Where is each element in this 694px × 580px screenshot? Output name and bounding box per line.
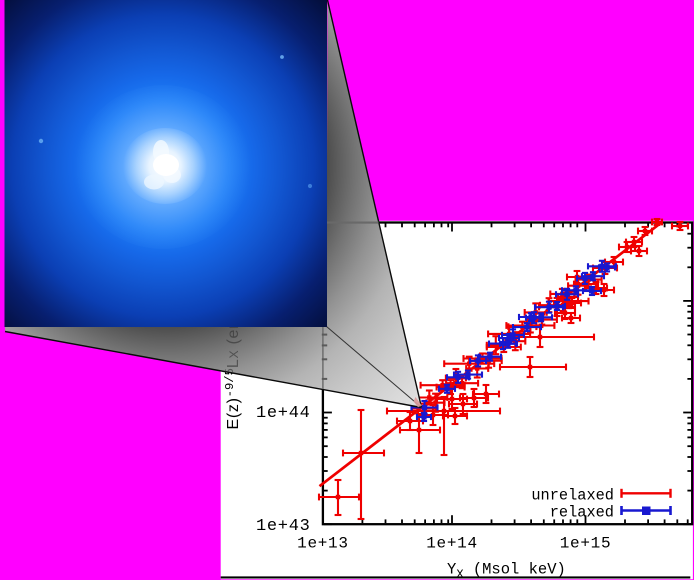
svg-text:1e+14: 1e+14	[426, 535, 478, 553]
svg-text:relaxed: relaxed	[550, 503, 614, 521]
svg-text:1e+43: 1e+43	[256, 517, 311, 536]
svg-text:1e+15: 1e+15	[560, 535, 612, 553]
svg-text:YX (Msol keV): YX (Msol keV)	[447, 561, 566, 580]
svg-text:1e+13: 1e+13	[297, 535, 349, 553]
svg-text:unrelaxed: unrelaxed	[531, 486, 614, 504]
svg-text:1e+44: 1e+44	[256, 404, 311, 423]
